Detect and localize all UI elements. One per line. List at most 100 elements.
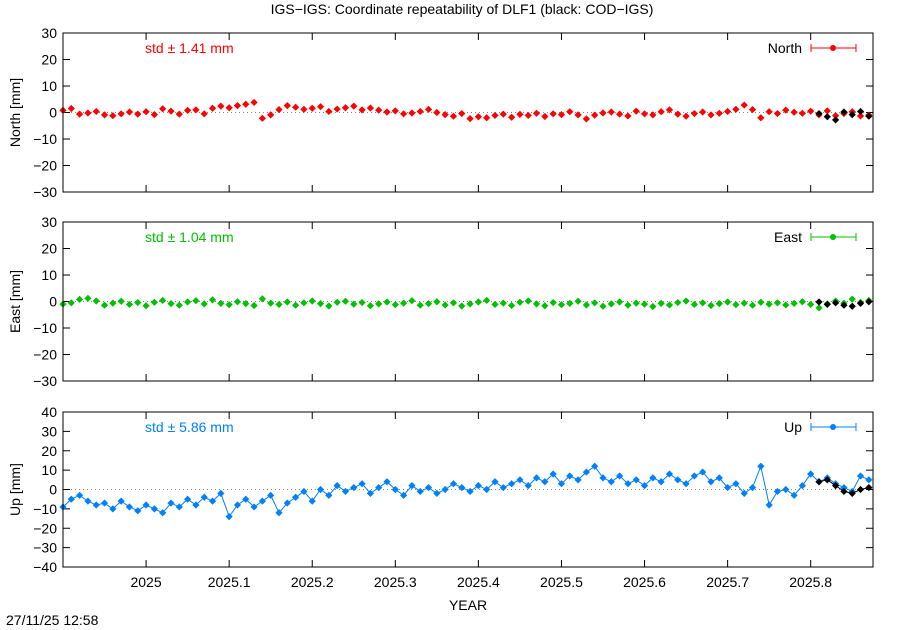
data-point bbox=[192, 297, 200, 305]
data-point bbox=[283, 102, 291, 110]
data-point bbox=[491, 300, 499, 309]
x-tick-label: 2025.7 bbox=[706, 574, 749, 590]
data-point bbox=[125, 300, 134, 309]
y-tick-label: −20 bbox=[33, 347, 57, 363]
data-point bbox=[707, 111, 715, 119]
data-point bbox=[400, 491, 408, 499]
data-point bbox=[167, 107, 175, 115]
data-point bbox=[150, 111, 158, 119]
data-point bbox=[258, 497, 266, 505]
data-point bbox=[582, 301, 590, 309]
data-point bbox=[665, 106, 674, 114]
data-point bbox=[483, 296, 491, 305]
data-point bbox=[624, 112, 632, 120]
data-point bbox=[848, 489, 856, 497]
data-point bbox=[616, 472, 624, 480]
data-point bbox=[599, 109, 607, 117]
data-point bbox=[798, 482, 806, 490]
data-point bbox=[175, 503, 183, 511]
data-point bbox=[773, 109, 782, 118]
data-point bbox=[117, 297, 125, 305]
data-point bbox=[242, 495, 250, 503]
data-point bbox=[532, 109, 541, 117]
data-point bbox=[300, 299, 308, 307]
plot-frame bbox=[62, 221, 874, 382]
y-tick-label: −30 bbox=[33, 373, 57, 389]
data-point bbox=[292, 301, 300, 309]
data-point bbox=[815, 304, 823, 312]
data-point bbox=[350, 102, 358, 110]
plot-frame bbox=[62, 411, 874, 568]
data-point bbox=[483, 485, 491, 494]
data-point bbox=[250, 301, 258, 310]
data-point bbox=[150, 298, 158, 306]
series-cod-igs bbox=[815, 476, 873, 497]
data-point bbox=[815, 478, 823, 486]
data-point bbox=[184, 495, 192, 503]
data-point bbox=[690, 300, 698, 309]
x-axis-label: YEAR bbox=[449, 597, 487, 613]
data-point bbox=[616, 110, 624, 118]
data-point bbox=[848, 111, 856, 119]
data-point bbox=[67, 299, 75, 307]
data-point bbox=[449, 112, 458, 120]
data-point bbox=[607, 108, 615, 116]
data-point bbox=[757, 114, 765, 122]
data-point bbox=[516, 298, 524, 306]
data-point bbox=[208, 497, 217, 505]
data-point bbox=[524, 482, 532, 490]
data-point bbox=[391, 107, 399, 115]
data-point bbox=[100, 111, 109, 119]
data-point bbox=[308, 297, 316, 305]
data-point bbox=[184, 298, 192, 306]
data-point bbox=[657, 478, 665, 486]
data-point bbox=[724, 298, 732, 306]
x-tick-label: 2025.1 bbox=[208, 574, 251, 590]
data-point bbox=[333, 298, 341, 306]
data-point bbox=[541, 478, 549, 486]
x-tick-label: 2025 bbox=[130, 574, 161, 590]
data-point bbox=[807, 107, 815, 115]
data-point bbox=[350, 483, 358, 492]
data-point bbox=[258, 114, 266, 122]
data-point bbox=[657, 108, 665, 116]
data-point bbox=[300, 487, 308, 496]
data-point bbox=[765, 108, 773, 116]
data-point bbox=[516, 110, 524, 118]
data-point bbox=[441, 301, 449, 309]
data-point bbox=[400, 299, 408, 307]
data-point bbox=[557, 111, 566, 119]
data-point bbox=[649, 111, 657, 119]
data-point bbox=[790, 108, 798, 116]
data-point bbox=[624, 480, 632, 488]
data-point bbox=[591, 111, 599, 119]
data-point bbox=[790, 299, 798, 307]
data-point bbox=[350, 300, 358, 308]
data-point bbox=[333, 105, 341, 113]
data-point bbox=[134, 507, 142, 515]
y-tick-label: 20 bbox=[41, 241, 57, 257]
data-point bbox=[325, 491, 333, 499]
y-tick-label: 20 bbox=[41, 52, 57, 68]
data-point bbox=[823, 107, 831, 115]
y-tick-label: 20 bbox=[41, 443, 57, 459]
data-point bbox=[316, 103, 325, 111]
data-point bbox=[773, 487, 782, 496]
y-axis-label: East [mm] bbox=[7, 270, 23, 333]
y-tick-label: 30 bbox=[41, 214, 57, 230]
data-point bbox=[557, 301, 566, 309]
data-point bbox=[624, 301, 632, 309]
data-point bbox=[541, 302, 549, 310]
data-point bbox=[424, 105, 433, 113]
data-point bbox=[582, 115, 590, 123]
data-point bbox=[591, 462, 599, 470]
data-point bbox=[159, 509, 167, 517]
data-point bbox=[715, 474, 723, 482]
data-point bbox=[532, 300, 541, 308]
data-point bbox=[682, 480, 690, 488]
legend-up: Up bbox=[784, 419, 857, 435]
data-point bbox=[474, 113, 482, 121]
x-tick-label: 2025.2 bbox=[291, 574, 334, 590]
data-point bbox=[300, 105, 308, 113]
data-point bbox=[499, 299, 507, 307]
